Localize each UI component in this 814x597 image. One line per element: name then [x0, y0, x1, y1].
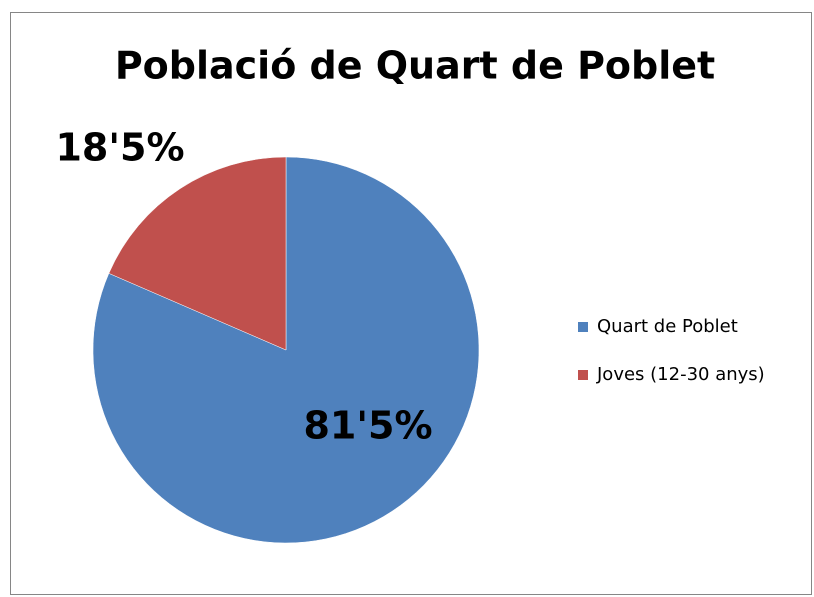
legend-swatch	[578, 322, 588, 332]
legend-label: Quart de Poblet	[597, 316, 738, 337]
data-label: 18'5%	[55, 126, 184, 170]
pie-slice	[108, 156, 287, 351]
legend-label: Joves (12-30 anys)	[596, 364, 765, 385]
legend-swatch	[578, 370, 588, 380]
data-label: 81'5%	[303, 404, 432, 448]
chart-title: Població de Quart de Poblet	[115, 44, 715, 88]
pie-slice	[92, 156, 480, 544]
